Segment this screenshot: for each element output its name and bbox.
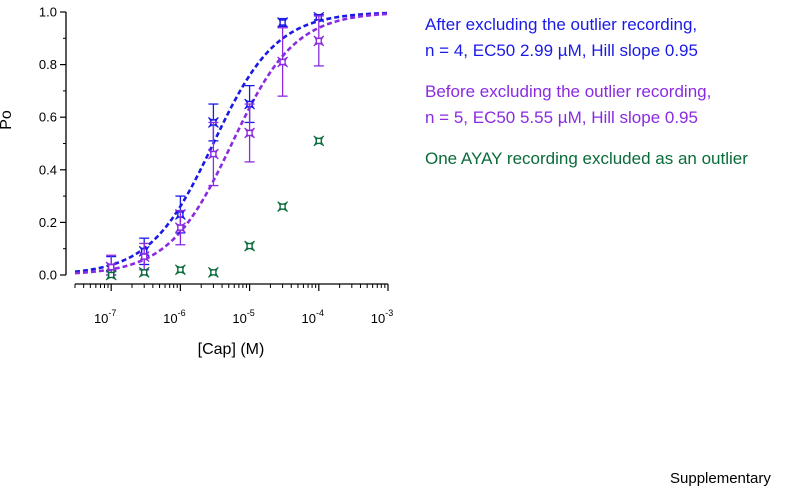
y-axis-label: Po — [0, 110, 15, 130]
x-tick-label: 10-5 — [232, 308, 254, 326]
y-tick-label: 0.4 — [39, 162, 57, 177]
y-tick-label: 0.6 — [39, 110, 57, 125]
x-tick-label: 10-7 — [94, 308, 116, 326]
fit-curves — [74, 11, 389, 275]
point-outlier-center — [280, 204, 285, 209]
point-outlier-center — [247, 244, 252, 248]
x-tick-label: 10-3 — [371, 308, 393, 326]
point-outlier-center — [178, 267, 183, 272]
fit-curve-before — [74, 12, 389, 275]
data-points — [105, 11, 325, 281]
fit-curve-after — [74, 11, 389, 274]
point-before-center — [316, 39, 321, 43]
point-before-center — [142, 254, 147, 259]
y-axis: 0.0 0.2 0.4 0.6 0.8 1.0 — [39, 5, 67, 283]
point-outlier-center — [109, 273, 113, 277]
x-axis: 10-7 10-6 10-5 10-4 10-3 — [74, 283, 393, 326]
legend-outlier-line1: One AYAY recording excluded as an outlie… — [425, 149, 748, 168]
point-before-center — [109, 265, 113, 269]
point-after-center — [280, 20, 285, 25]
point-before-center — [178, 225, 183, 230]
legend-after-line1: After excluding the outlier recording, — [425, 15, 698, 34]
point-before-center — [280, 60, 285, 64]
dose-response-chart: 0.00.20.40.60.81.0 10-7 10-6 10-5 10-4 10-3 … — [0, 5, 393, 359]
point-outlier-center — [142, 270, 147, 275]
y-tick-label: 0.8 — [39, 57, 57, 72]
legend-before-line2: n = 5, EC50 5.55 µM, Hill slope 0.95 — [425, 108, 698, 127]
point-outlier-center — [316, 139, 321, 143]
legend-before-line1: Before excluding the outlier recording, — [425, 82, 712, 101]
point-before-center — [211, 152, 216, 156]
y-tick-label: 0.2 — [39, 215, 57, 230]
point-outlier-center — [211, 270, 216, 275]
legend-outlier: One AYAY recording excluded as an outlie… — [425, 146, 748, 172]
x-tick-label: 10-4 — [302, 308, 324, 326]
x-tick-label: 10-6 — [163, 308, 185, 326]
legend-before-excluding: Before excluding the outlier recording, … — [425, 79, 711, 131]
legend-after-excluding: After excluding the outlier recording, n… — [425, 12, 698, 64]
y-tick-label: 0.0 — [39, 268, 57, 283]
y-tick-label: 1.0 — [39, 5, 57, 20]
point-before-center — [247, 131, 252, 135]
footer-caption: Supplementary — [670, 470, 771, 487]
legend-after-line2: n = 4, EC50 2.99 µM, Hill slope 0.95 — [425, 41, 698, 60]
x-axis-label: [Cap] (M) — [198, 341, 265, 358]
